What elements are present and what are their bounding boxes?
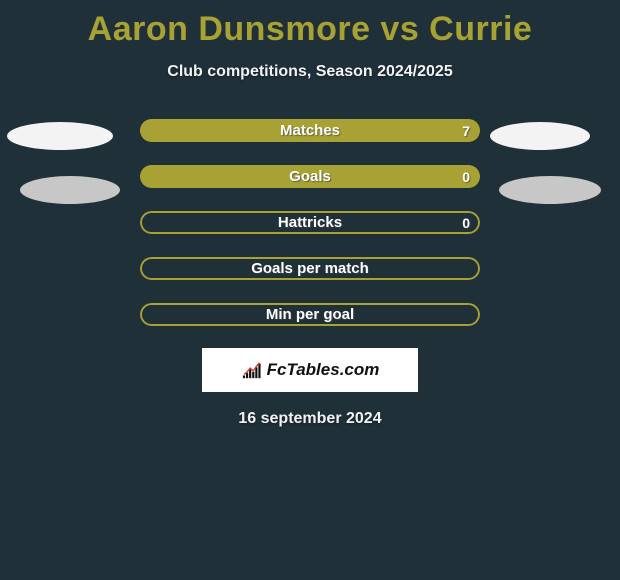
stat-row: Goals per match bbox=[140, 257, 480, 280]
logo-chart-icon bbox=[241, 360, 263, 380]
stat-value: 0 bbox=[462, 211, 470, 234]
stat-label: Goals per match bbox=[140, 257, 480, 280]
stat-row: Goals0 bbox=[140, 165, 480, 188]
page-title: Aaron Dunsmore vs Currie bbox=[0, 0, 620, 49]
stat-row: Matches7 bbox=[140, 119, 480, 142]
stat-label: Matches bbox=[140, 119, 480, 142]
stat-value: 0 bbox=[462, 165, 470, 188]
stats-rows: Matches7Goals0Hattricks0Goals per matchM… bbox=[0, 119, 620, 326]
page-subtitle: Club competitions, Season 2024/2025 bbox=[0, 63, 620, 81]
stat-label: Hattricks bbox=[140, 211, 480, 234]
stat-value: 7 bbox=[462, 119, 470, 142]
stat-row: Min per goal bbox=[140, 303, 480, 326]
stat-label: Goals bbox=[140, 165, 480, 188]
logo-box: FcTables.com bbox=[202, 348, 418, 392]
logo-text: FcTables.com bbox=[267, 360, 380, 380]
stat-row: Hattricks0 bbox=[140, 211, 480, 234]
generated-date: 16 september 2024 bbox=[0, 410, 620, 428]
stat-label: Min per goal bbox=[140, 303, 480, 326]
